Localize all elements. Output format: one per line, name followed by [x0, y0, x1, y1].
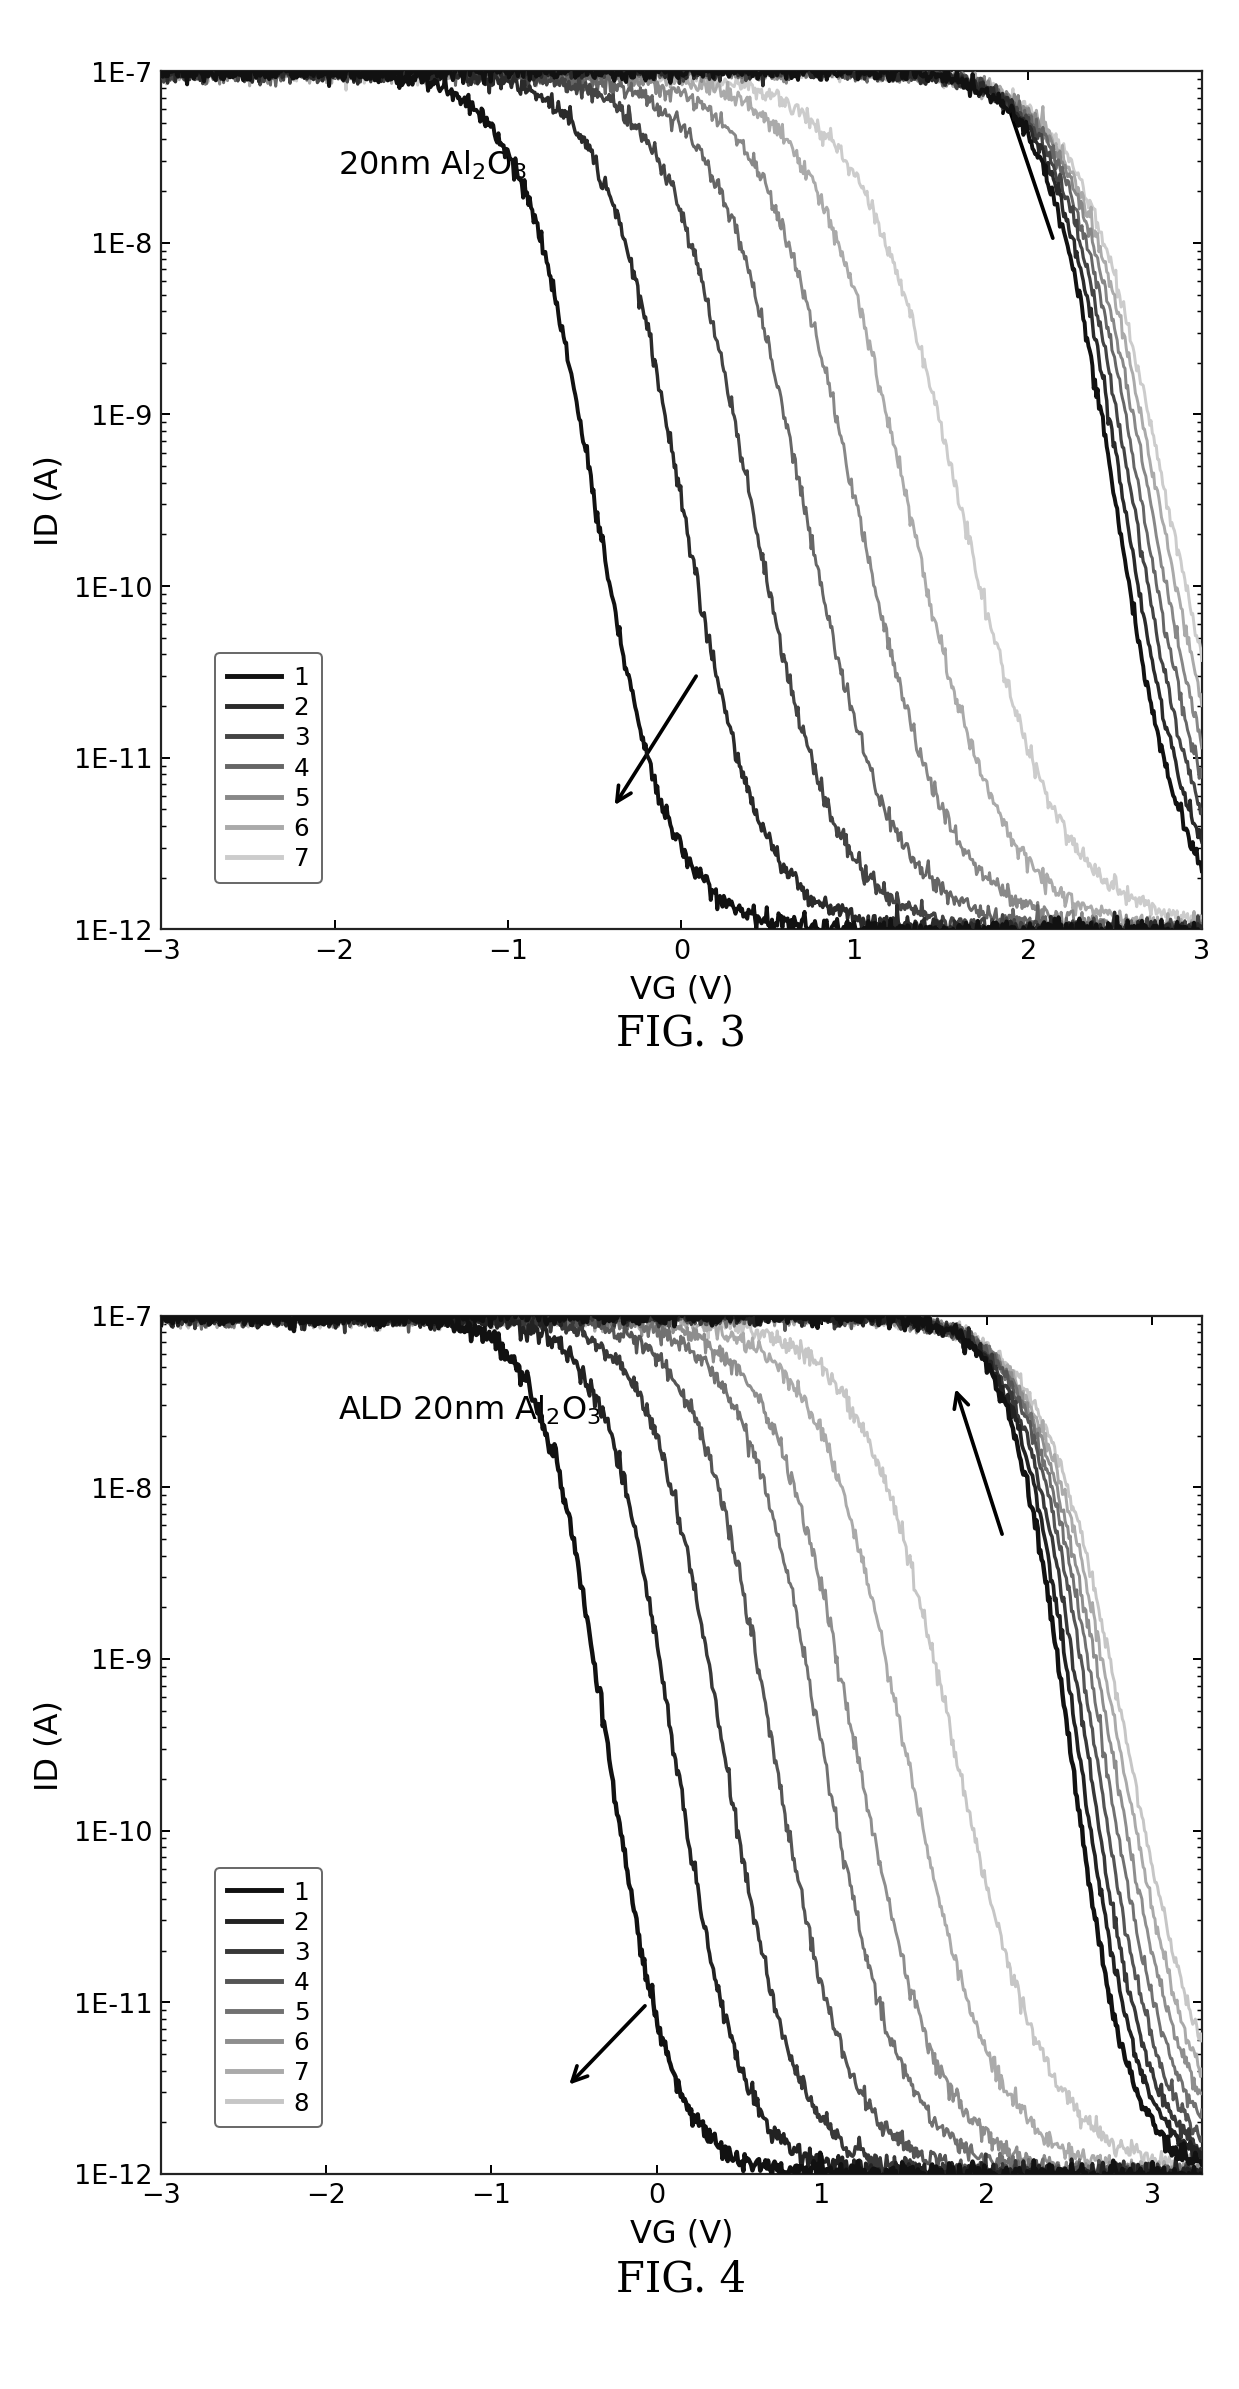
- Text: ALD 20nm Al$_2$O$_3$: ALD 20nm Al$_2$O$_3$: [338, 1393, 601, 1426]
- Text: 20nm Al$_2$O$_3$: 20nm Al$_2$O$_3$: [338, 148, 527, 182]
- X-axis label: VG (V): VG (V): [629, 2219, 733, 2250]
- Text: FIG. 3: FIG. 3: [617, 1013, 746, 1056]
- Y-axis label: ID (A): ID (A): [33, 456, 64, 547]
- Legend: 1, 2, 3, 4, 5, 6, 7, 8: 1, 2, 3, 4, 5, 6, 7, 8: [216, 1868, 322, 2126]
- Y-axis label: ID (A): ID (A): [33, 1699, 64, 1789]
- Text: FIG. 4: FIG. 4: [617, 2258, 746, 2301]
- X-axis label: VG (V): VG (V): [629, 975, 733, 1006]
- Legend: 1, 2, 3, 4, 5, 6, 7: 1, 2, 3, 4, 5, 6, 7: [216, 655, 322, 884]
